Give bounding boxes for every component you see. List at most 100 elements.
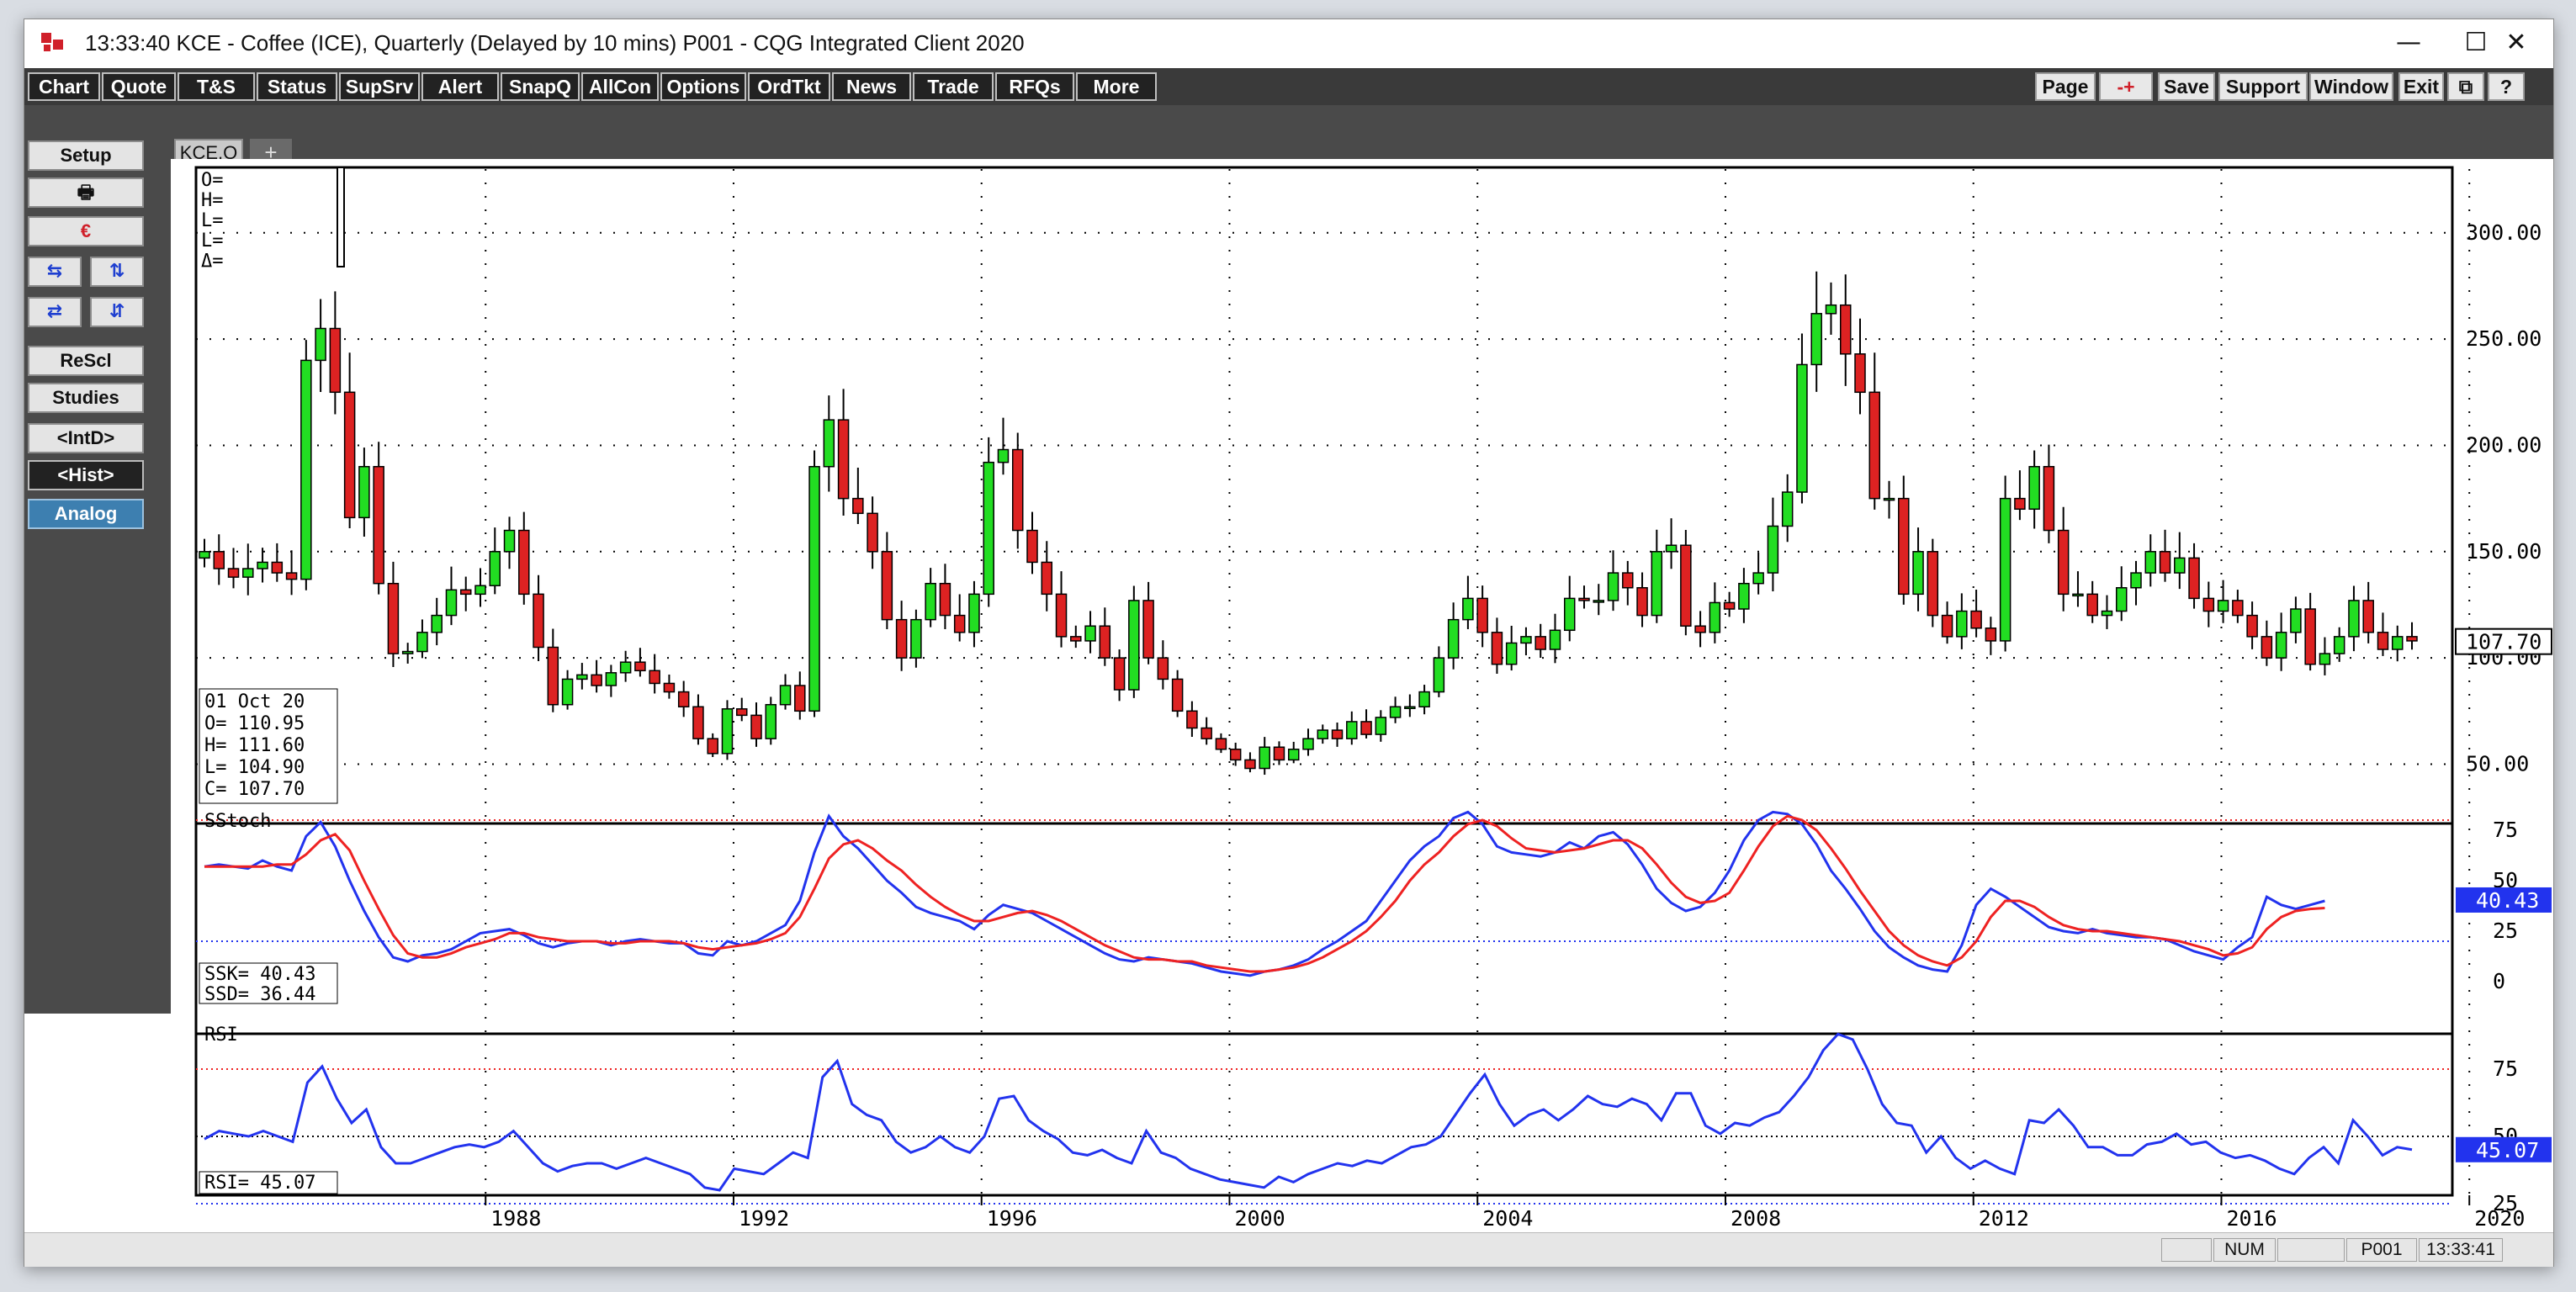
chart-area[interactable]: 1988 1992 1996 2000 2004 2008 2012 2016 2020 50.0…	[171, 159, 2553, 1232]
candle-down	[1360, 721, 1372, 735]
historical-button[interactable]: <Hist>	[28, 460, 144, 490]
candle-down	[2232, 600, 2244, 617]
setup-button[interactable]: Setup	[28, 140, 144, 171]
candle-up	[1084, 625, 1096, 642]
candle-down	[1113, 657, 1126, 691]
last-price-label: 107.70	[2466, 630, 2542, 654]
candle-down	[373, 465, 384, 585]
studies-button[interactable]: Studies	[28, 383, 144, 413]
menu-options-button[interactable]: Options	[660, 72, 746, 101]
candle-down	[1898, 497, 1910, 596]
ohlc-data-box	[199, 688, 338, 804]
menu-snapq-button[interactable]: SnapQ	[501, 72, 580, 101]
menu-alert-button[interactable]: Alert	[421, 72, 499, 101]
chart-svg[interactable]: 1988 1992 1996 2000 2004 2008 2012 2016 2020 50.0…	[171, 159, 2553, 1232]
menu-supsrv-button[interactable]: SupSrv	[339, 72, 420, 101]
candle-down	[1244, 759, 1256, 770]
page-button[interactable]: Page	[2035, 72, 2096, 101]
menu-ts-button[interactable]: T&S	[178, 72, 255, 101]
compress-horizontal-button[interactable]: ⇄	[28, 297, 82, 327]
ohlc-open: O= 110.95	[204, 713, 305, 734]
rsi-value: RSI= 45.07	[204, 1173, 315, 1194]
status-time: 13:33:41	[2419, 1238, 2503, 1262]
print-button[interactable]: 🖶	[28, 177, 144, 208]
compress-horizontal-icon: ⇄	[46, 301, 63, 322]
candle-up	[242, 568, 254, 578]
candle-up	[1128, 600, 1140, 691]
app-window: 13:33:40 KCE - Coffee (ICE), Quarterly (…	[24, 19, 2554, 1267]
candle-up	[2391, 636, 2404, 650]
candle-down	[735, 708, 748, 717]
menu-news-button[interactable]: News	[832, 72, 911, 101]
maximize-button[interactable]: ☐	[2464, 28, 2488, 57]
menu-rfqs-button[interactable]: RFQs	[995, 72, 1074, 101]
ohlc-low: L= 104.90	[204, 757, 305, 778]
menu-chart-button[interactable]: Chart	[28, 72, 100, 101]
title-bar[interactable]: 13:33:40 KCE - Coffee (ICE), Quarterly (…	[24, 19, 2553, 68]
save-button[interactable]: Save	[2158, 72, 2215, 101]
candle-down	[2014, 497, 2026, 511]
candle-down	[1055, 593, 1068, 638]
exit-button[interactable]: Exit	[2398, 72, 2444, 101]
candle-up	[1520, 636, 1532, 644]
x-tick-label: 2016	[2226, 1206, 2277, 1231]
candle-up	[779, 685, 792, 706]
x-tick-label: 1992	[739, 1206, 789, 1231]
ohlc-close: C= 107.70	[204, 779, 305, 800]
axes: 1988 1992 1996 2000 2004 2008 2012 2016 2020 50.0…	[485, 220, 2552, 1231]
price-tick-label: 50.00	[2466, 751, 2529, 776]
intraday-button[interactable]: <IntD>	[28, 423, 144, 453]
arrows-horizontal-icon: ⇆	[46, 261, 63, 282]
menu-status-button[interactable]: Status	[257, 72, 337, 101]
candle-down	[2261, 636, 2273, 659]
ohlc-empty-l2: L=	[201, 230, 224, 252]
candle-up	[1912, 551, 1924, 596]
candle-up	[300, 359, 312, 580]
candle-up	[315, 327, 326, 362]
x-tick-label: 1988	[490, 1206, 541, 1231]
window-button[interactable]: Window	[2309, 72, 2393, 101]
currency-button[interactable]: €	[28, 216, 144, 246]
menu-ordtkt-button[interactable]: OrdTkt	[748, 72, 830, 101]
candle-up	[561, 678, 574, 706]
analog-button[interactable]: Analog	[28, 499, 144, 529]
restore-button[interactable]: ⧉	[2447, 72, 2484, 101]
candle-up	[910, 618, 922, 659]
candle-down	[329, 327, 342, 394]
menu-more-button[interactable]: More	[1076, 72, 1157, 101]
help-button[interactable]: ?	[2488, 72, 2525, 101]
candle-down	[1534, 636, 1546, 650]
support-button[interactable]: Support	[2218, 72, 2308, 101]
cqg-logo-icon	[41, 31, 66, 56]
candle-up	[619, 661, 632, 674]
status-blank	[2277, 1238, 2345, 1262]
sstoch-title: SStoch	[204, 811, 271, 832]
menu-allcon-button[interactable]: AllCon	[581, 72, 659, 101]
compress-vertical-icon: ⇵	[109, 301, 125, 322]
candle-down	[707, 738, 718, 755]
candle-down	[1970, 610, 1982, 629]
scroll-horizontal-button[interactable]: ⇆	[28, 257, 82, 287]
candle-down	[1578, 597, 1590, 601]
ssd-value: SSD= 36.44	[204, 984, 315, 1005]
candle-up	[925, 582, 936, 621]
scroll-vertical-button[interactable]: ⇅	[90, 257, 144, 287]
candle-down	[2304, 608, 2316, 665]
candle-down	[1491, 632, 1503, 665]
candle-up	[1781, 491, 1794, 527]
candle-down	[343, 391, 356, 519]
candle-down	[895, 618, 908, 659]
minimize-button[interactable]: —	[2396, 28, 2421, 57]
candle-up	[2319, 653, 2331, 665]
rescale-button[interactable]: ReScl	[28, 346, 144, 376]
printer-icon: 🖶	[77, 182, 95, 203]
compress-vertical-button[interactable]: ⇵	[90, 297, 144, 327]
candle-up	[1549, 629, 1561, 650]
close-button[interactable]: ✕	[2505, 28, 2527, 57]
candle-up	[1593, 600, 1605, 603]
candle-down	[285, 572, 298, 580]
plus-minus-button[interactable]: -+	[2099, 72, 2153, 101]
menu-trade-button[interactable]: Trade	[913, 72, 994, 101]
candle-down	[1026, 529, 1038, 564]
menu-quote-button[interactable]: Quote	[102, 72, 176, 101]
